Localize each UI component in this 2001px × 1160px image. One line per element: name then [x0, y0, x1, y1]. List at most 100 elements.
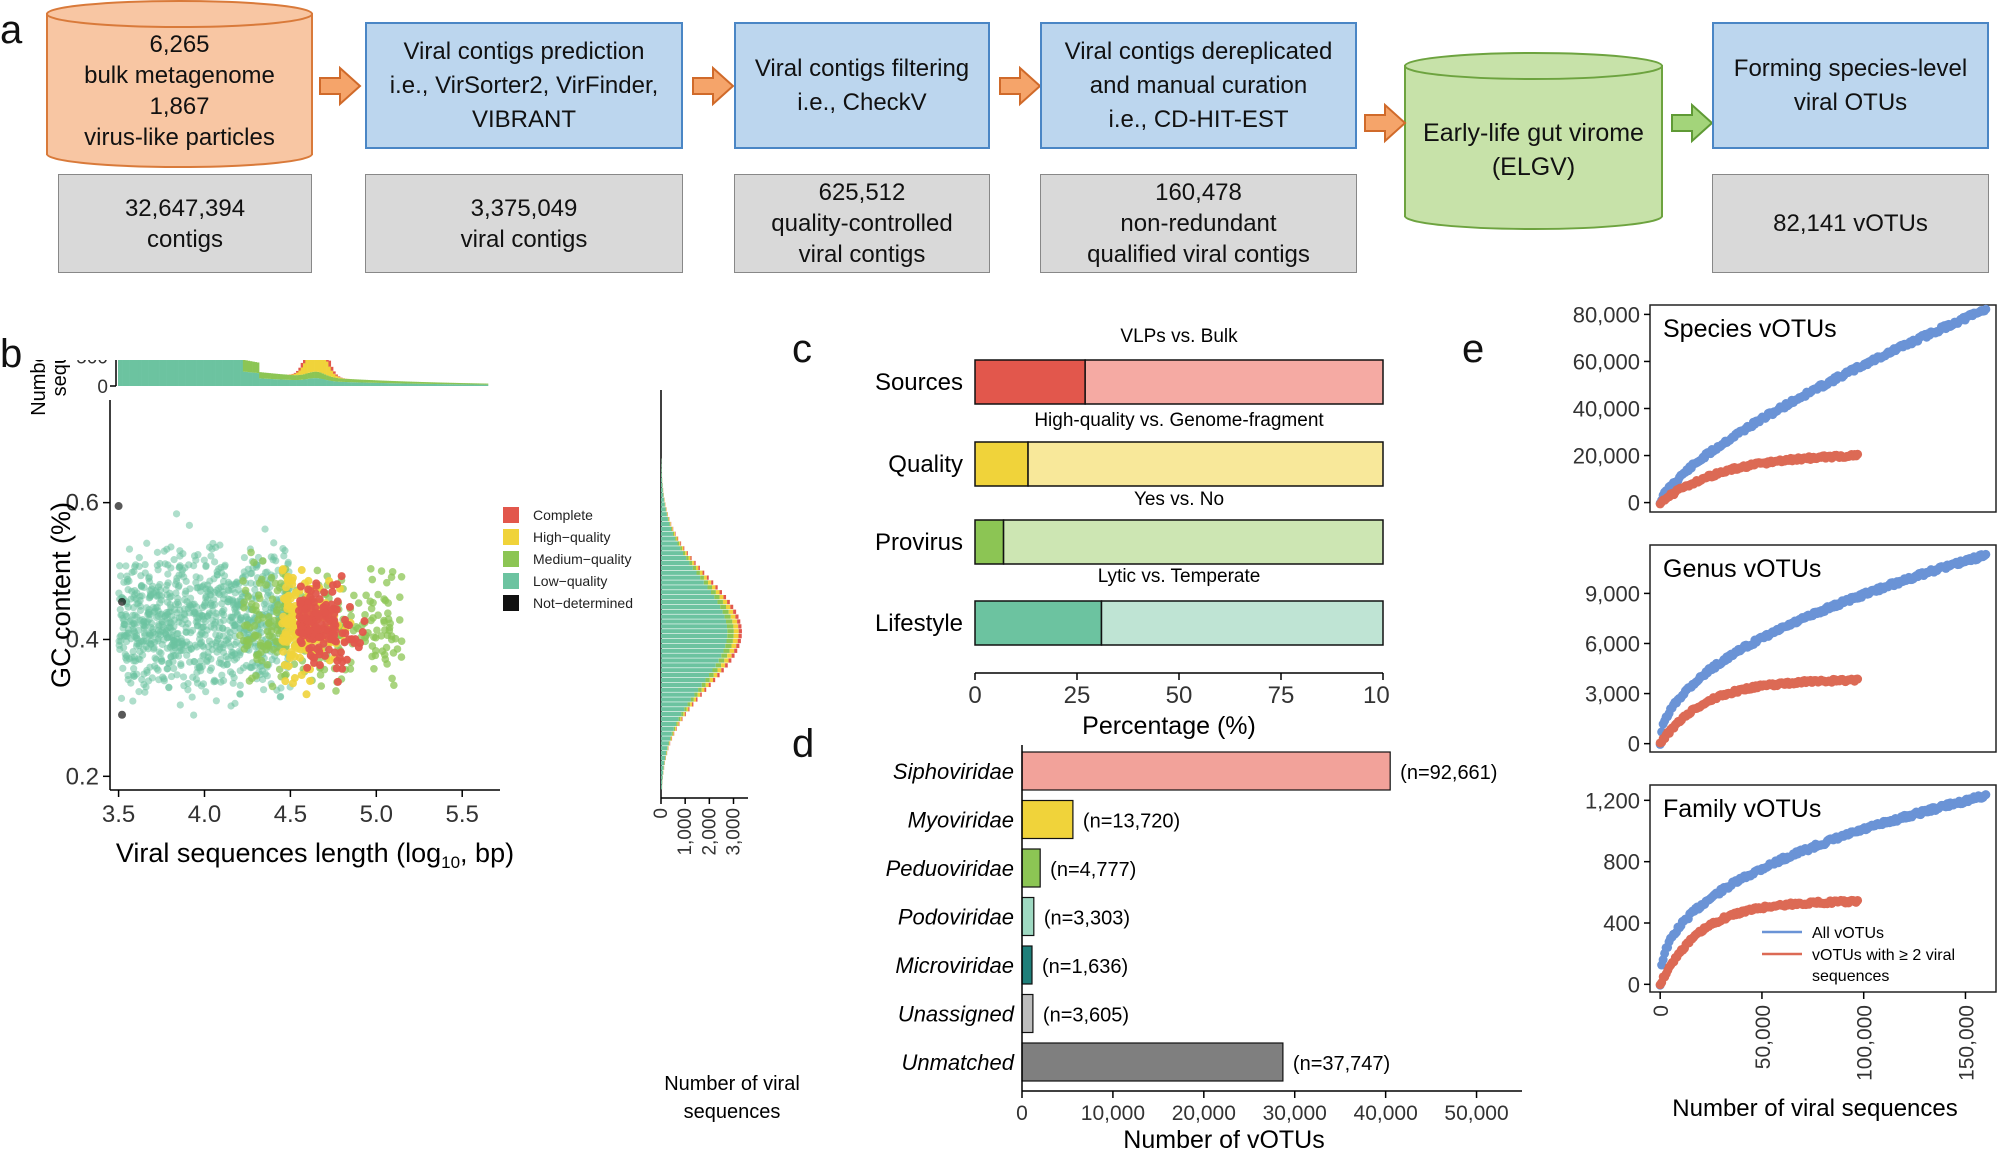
b-righthist-bar-high: [679, 541, 681, 546]
b-tophist-bar-low: [365, 382, 369, 386]
b-tophist-bar-medium: [377, 380, 380, 383]
b-righthist-bar-high: [699, 570, 703, 575]
scatter-point-medium: [282, 670, 290, 679]
scatter-point-low: [201, 599, 210, 607]
panel-label-c: c: [792, 327, 812, 371]
b-tophist-bar-low: [210, 360, 214, 386]
b-righthist-bar-complete: [677, 536, 679, 541]
b-tophist-bar-low: [377, 382, 380, 386]
scatter-point-medium: [383, 631, 392, 640]
scatter-point-low: [185, 521, 193, 529]
b-tophist-bar-medium: [390, 380, 394, 384]
e-xlabel: Number of viral sequences: [1672, 1095, 1957, 1122]
b-tophist-bar-low: [363, 382, 366, 386]
b-righthist-bar-high: [696, 565, 699, 571]
scatter-point-complete: [304, 626, 313, 635]
c-xtick-label: 0: [968, 682, 981, 709]
scatter-point-low: [226, 596, 234, 604]
b-tophist-bar-medium: [307, 372, 311, 379]
b-righthist-bar-complete: [717, 673, 720, 678]
e-all-votus-curve: [1655, 549, 1991, 749]
scatter-point-medium: [388, 567, 397, 576]
b-righthist-bar-medium: [696, 570, 700, 575]
scatter-point-complete: [296, 636, 305, 645]
scatter-point-low: [182, 623, 190, 632]
scatter-point-complete: [329, 604, 338, 613]
scatter-point-medium: [258, 557, 267, 565]
b-righthist-bar-complete: [690, 556, 692, 561]
b-righthist-bar-medium: [684, 707, 687, 712]
b-tophist-bar-low: [249, 372, 253, 386]
scatter-point-low: [122, 637, 131, 646]
scatter-point-low: [116, 562, 124, 570]
b-tophist-bar-medium: [242, 360, 246, 372]
scatter-point-low: [164, 579, 172, 587]
b-righthist-bar-medium: [694, 692, 698, 697]
b-righthist-bar-complete: [692, 702, 694, 707]
scatter-point-medium: [368, 642, 377, 650]
b-righthist-bar-medium: [678, 716, 681, 722]
b-righthist-bar-high: [732, 619, 738, 624]
b-righthist-tick-label: 2,000: [699, 808, 720, 856]
b-tophist-bar-low: [233, 360, 237, 386]
b-tophist-bar-medium: [457, 382, 461, 385]
b-righthist-bar-medium: [726, 638, 733, 644]
b-tophist-bar-low: [164, 360, 167, 386]
b-tophist-bar-high: [305, 360, 308, 374]
b-righthist-bar-low: [661, 609, 723, 614]
scatter-point-low: [119, 664, 127, 672]
scatter-point-low: [213, 648, 221, 656]
b-tophist-bar-low: [118, 360, 121, 386]
scatter-point-low: [177, 646, 185, 654]
b-tophist-bar-low: [203, 360, 207, 386]
b-righthist-bar-high: [727, 653, 732, 658]
b-tophist-bar-high: [291, 374, 295, 376]
b-tophist-bar-medium: [328, 376, 332, 381]
b-righthist-bar-medium: [714, 595, 720, 600]
b-tophist-bar-low: [293, 380, 297, 386]
b-tophist-bar-medium: [370, 380, 373, 383]
b-tophist-bar-low: [208, 360, 211, 386]
b-tophist-bar-high: [328, 366, 332, 377]
b-righthist-bar-low: [661, 702, 688, 707]
b-tophist-bar-low: [136, 360, 140, 386]
d-category-label: Podoviridae: [898, 905, 1014, 930]
b-tophist-bar-medium: [270, 373, 274, 380]
scatter-point-medium: [384, 609, 392, 617]
d-value-label: (n=13,720): [1083, 811, 1180, 833]
scatter-point-low: [260, 686, 268, 694]
b-tophist-bar-medium: [423, 382, 426, 384]
c-bar-title: High-quality vs. Genome-fragment: [1034, 410, 1324, 431]
e-all-votus-curve: [1655, 790, 1991, 990]
b-tophist-bar-low: [148, 360, 151, 386]
b-tophist-bar-medium: [416, 381, 419, 384]
d-bar: [1021, 799, 1074, 840]
b-tophist-bar-low: [270, 379, 274, 386]
scatter-point-low: [176, 701, 184, 709]
b-tophist-bar-low: [192, 360, 195, 386]
b-righthist-bar-medium: [689, 560, 693, 566]
chart-e: 0 20,000 40,000 60,000 80,000 Species vOTUs 0 3…: [1573, 302, 1997, 1122]
b-righthist-bar-low: [661, 707, 685, 712]
b-ytick-label: 0.4: [66, 626, 99, 653]
b-tophist-bar-low: [224, 360, 227, 386]
c-category-label: Lifestyle: [875, 610, 963, 637]
b-righthist-bar-high: [670, 521, 671, 527]
b-tophist-bar-low: [441, 384, 445, 386]
scatter-point-complete: [328, 587, 337, 596]
scatter-point-complete: [360, 617, 369, 626]
b-tophist-bar-medium: [249, 361, 253, 373]
b-righthist-bar-low: [661, 507, 666, 512]
scatter-point-complete: [333, 677, 342, 686]
scatter-point-low: [280, 552, 288, 560]
scatter-point-low: [217, 655, 225, 663]
scatter-point-low: [224, 655, 232, 663]
b-righthist-bar-medium: [727, 629, 734, 634]
b-tophist-bar-low: [483, 384, 486, 386]
b-tophist-bar-low: [464, 384, 468, 386]
b-tophist-bar-low: [247, 372, 251, 386]
b-righthist-bar-high: [676, 536, 678, 541]
b-righthist-bar-complete: [738, 634, 742, 639]
b-tophist-bar-medium: [261, 372, 264, 379]
scatter-point-low: [130, 567, 138, 576]
